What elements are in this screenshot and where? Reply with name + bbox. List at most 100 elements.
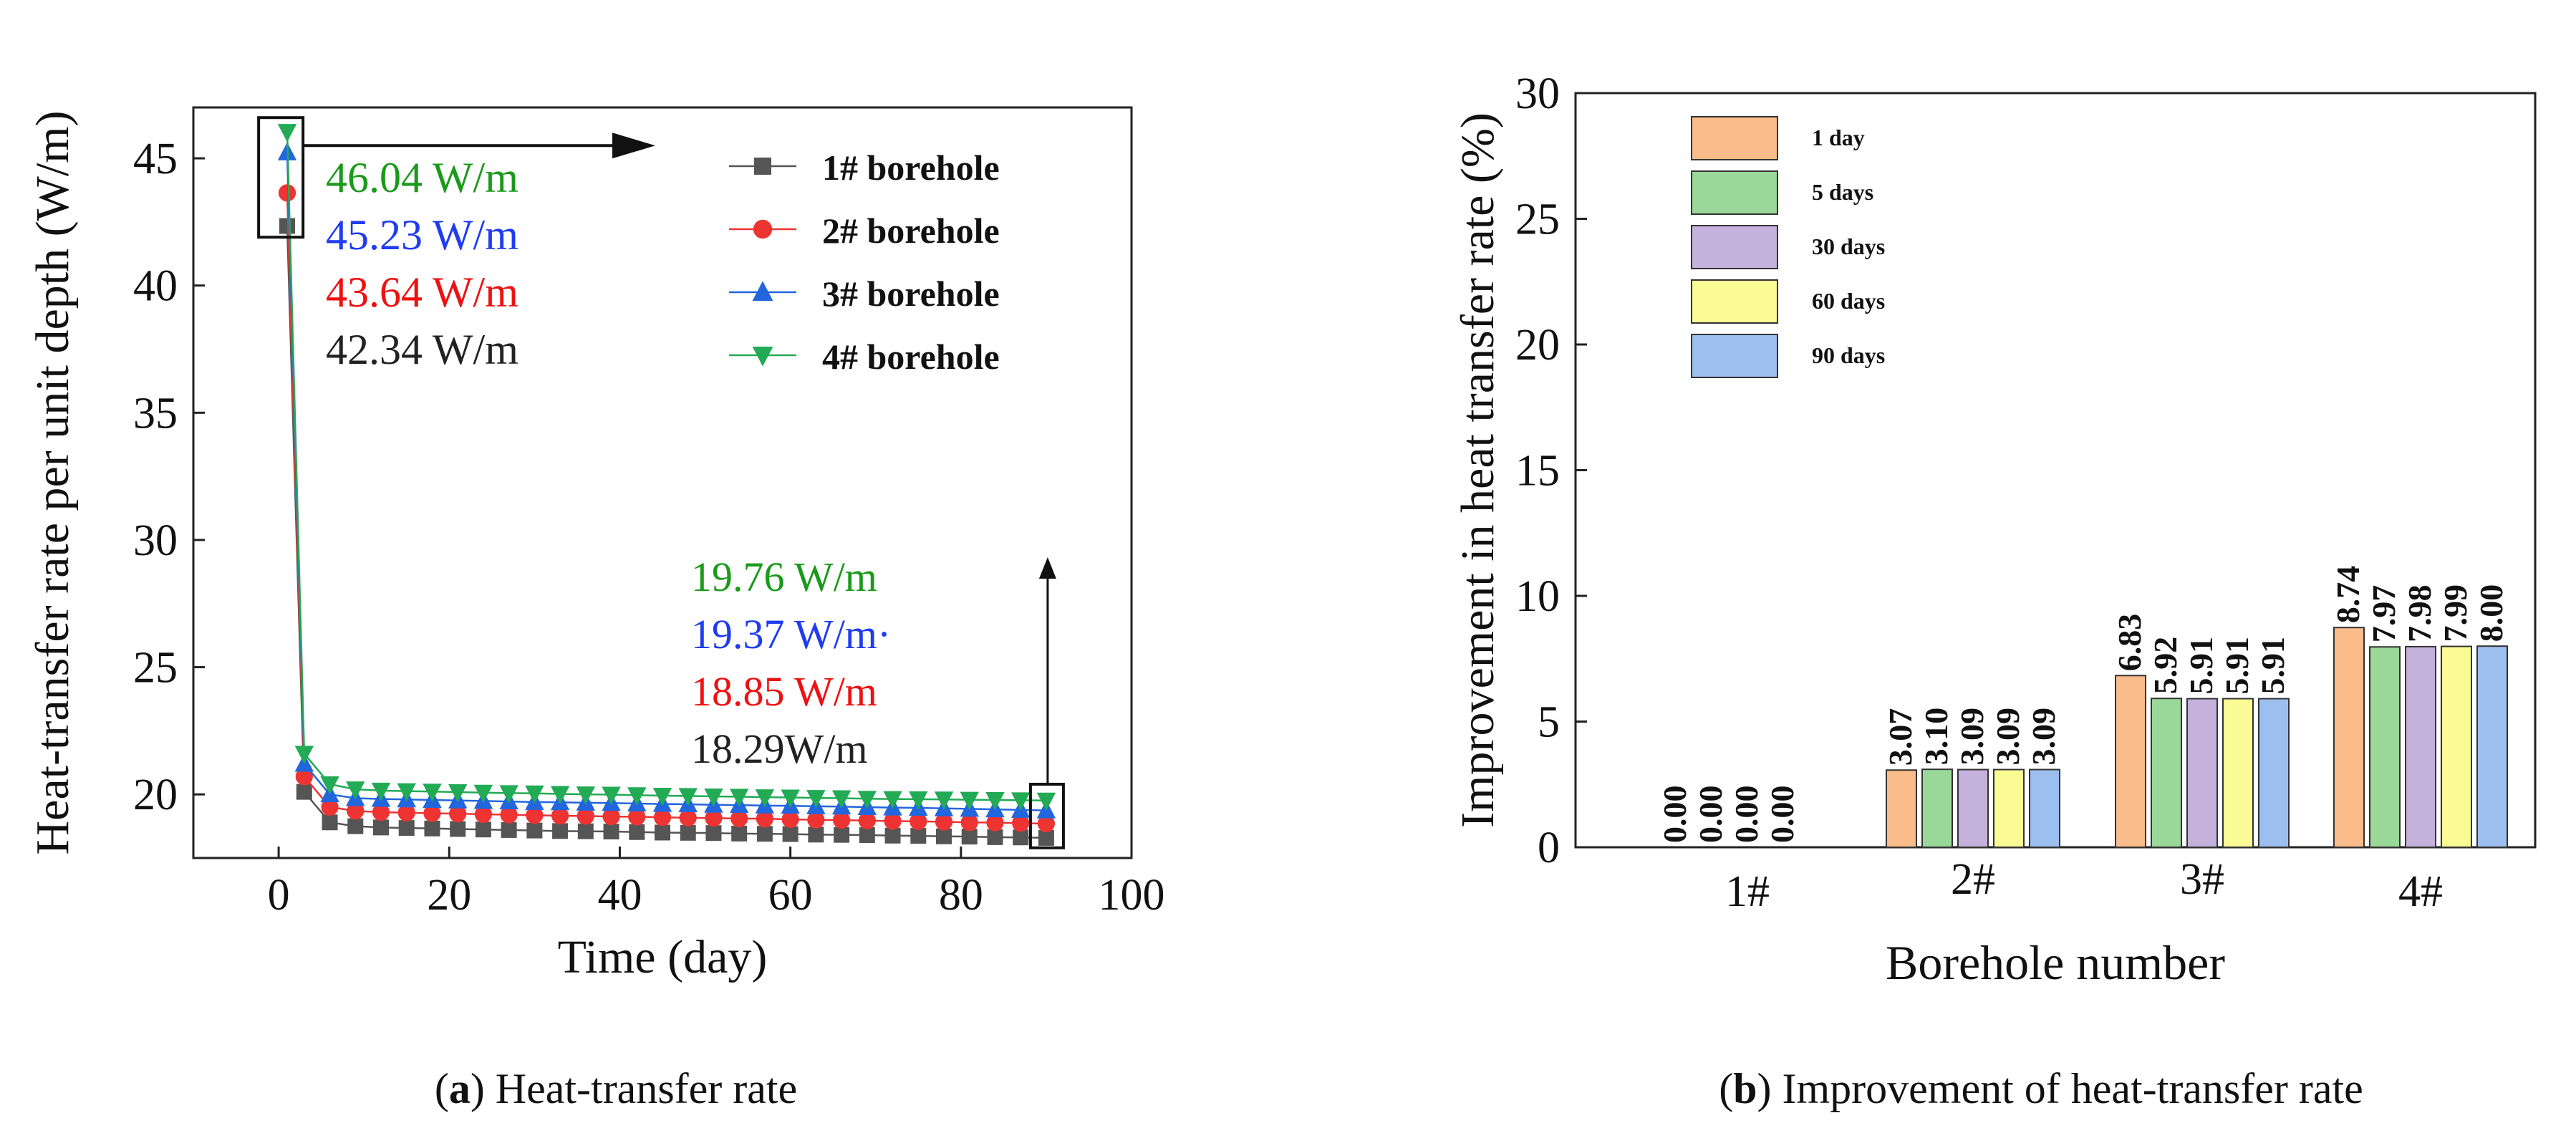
data-point bbox=[705, 825, 722, 842]
caption-paren: ( bbox=[435, 1065, 449, 1112]
data-point bbox=[910, 828, 927, 844]
series-2: 0.00 3.10 5.92 7.97 bbox=[1692, 585, 2402, 849]
data-point bbox=[372, 803, 390, 821]
bar-value-label: 5.91 bbox=[2183, 637, 2219, 695]
data-point bbox=[754, 158, 771, 175]
y-tick-label: 45 bbox=[133, 135, 178, 183]
data-point bbox=[960, 814, 978, 831]
data-point bbox=[752, 281, 773, 301]
bar bbox=[2476, 645, 2508, 848]
bar bbox=[2186, 698, 2218, 849]
category-label: 3# bbox=[2180, 855, 2224, 904]
data-point bbox=[652, 787, 672, 806]
highlight-box-start bbox=[257, 116, 305, 239]
y-axis-label: Improvement in heat transfer rate (%) bbox=[1452, 112, 1504, 828]
bar bbox=[1957, 768, 1989, 849]
bar-value-label: 7.99 bbox=[2437, 584, 2474, 642]
data-point bbox=[705, 809, 723, 827]
data-point bbox=[550, 786, 570, 804]
data-point bbox=[831, 790, 852, 809]
bar bbox=[2405, 645, 2436, 848]
legend: 1 day 5 days 30 days 60 days 90 days bbox=[1691, 116, 1885, 378]
data-point bbox=[755, 789, 775, 808]
data-point bbox=[397, 783, 416, 801]
data-point bbox=[450, 821, 466, 837]
data-point bbox=[627, 787, 647, 806]
x-tick-label: 80 bbox=[939, 871, 983, 920]
data-point bbox=[602, 786, 621, 805]
data-point bbox=[577, 807, 594, 825]
data-point bbox=[475, 821, 491, 838]
bar-value-label: 3.10 bbox=[1918, 708, 1954, 766]
data-point bbox=[1012, 814, 1030, 832]
data-point bbox=[910, 812, 927, 830]
legend-label: 30 days bbox=[1812, 233, 1885, 259]
data-point bbox=[883, 791, 902, 809]
data-point bbox=[680, 824, 696, 841]
data-point bbox=[501, 821, 517, 838]
y-tick-label: 25 bbox=[1515, 196, 1560, 244]
data-point bbox=[731, 825, 748, 842]
data-point bbox=[729, 789, 749, 807]
data-point bbox=[347, 818, 364, 834]
plot-frame bbox=[192, 106, 1133, 859]
data-point bbox=[278, 184, 296, 202]
data-point bbox=[934, 791, 954, 810]
data-point bbox=[1013, 829, 1029, 846]
caption-paren: ( bbox=[1719, 1065, 1733, 1112]
data-point bbox=[552, 823, 569, 839]
data-point bbox=[936, 828, 952, 844]
category-label: 2# bbox=[1951, 855, 1995, 904]
legend-label: 60 days bbox=[1812, 288, 1885, 314]
caption-text: ) Heat-transfer rate bbox=[471, 1065, 797, 1112]
data-point bbox=[756, 810, 774, 828]
y-tick-label: 20 bbox=[1515, 321, 1560, 370]
x-tick-label: 60 bbox=[768, 871, 813, 920]
legend-label: 5 days bbox=[1812, 179, 1873, 205]
data-point bbox=[859, 827, 875, 844]
legend-label: 3# borehole bbox=[822, 274, 1000, 314]
bar bbox=[2029, 768, 2060, 849]
data-point bbox=[321, 798, 339, 816]
data-point bbox=[808, 826, 824, 843]
data-point bbox=[277, 124, 297, 143]
data-point bbox=[1038, 829, 1054, 846]
data-point bbox=[449, 805, 467, 823]
legend-label: 1# borehole bbox=[822, 148, 1000, 188]
data-point bbox=[322, 814, 338, 831]
data-point bbox=[756, 826, 773, 842]
bar-value-label: 7.98 bbox=[2401, 584, 2438, 642]
x-tick-label: 0 bbox=[268, 871, 290, 920]
bar-value-label: 5.92 bbox=[2147, 637, 2184, 695]
data-point bbox=[935, 813, 953, 831]
y-tick-label: 5 bbox=[1538, 698, 1560, 747]
data-point bbox=[753, 219, 773, 239]
y-tick-label: 10 bbox=[1515, 572, 1560, 621]
x-tick-label: 20 bbox=[427, 871, 471, 920]
series-4 bbox=[277, 124, 1056, 811]
legend-swatch bbox=[1691, 279, 1778, 324]
chart-heat-transfer-rate: 0 20 40 60 80 100 20 25 30 35 40 45 Time (day) Heat-t… bbox=[26, 106, 1165, 1112]
annotation-start-value: 45.23 W/m bbox=[326, 211, 518, 259]
legend-swatch bbox=[1691, 170, 1778, 215]
bar-value-label: 0.00 bbox=[1656, 786, 1693, 844]
data-point bbox=[1036, 792, 1056, 811]
x-axis-label: Time (day) bbox=[558, 931, 768, 983]
bar-value-label: 0.00 bbox=[1728, 786, 1765, 844]
data-point bbox=[909, 791, 928, 810]
data-point bbox=[526, 822, 543, 839]
data-point bbox=[448, 784, 468, 803]
arrow-start-head bbox=[612, 132, 655, 159]
annotation-start-value: 43.64 W/m bbox=[326, 269, 518, 316]
data-point bbox=[807, 811, 825, 829]
data-point bbox=[653, 809, 672, 826]
bar-value-label: 3.09 bbox=[2025, 708, 2062, 766]
annotation-end-value: 18.85 W/m bbox=[691, 668, 877, 715]
series-1: 0.00 3.07 6.83 8.74 bbox=[1656, 566, 2366, 849]
x-axis-label: Borehole number bbox=[1886, 935, 2225, 990]
y-tick-label: 0 bbox=[1538, 824, 1560, 872]
data-point bbox=[679, 809, 697, 826]
data-point bbox=[781, 789, 800, 808]
data-point bbox=[525, 785, 544, 804]
bar bbox=[1921, 768, 1953, 848]
